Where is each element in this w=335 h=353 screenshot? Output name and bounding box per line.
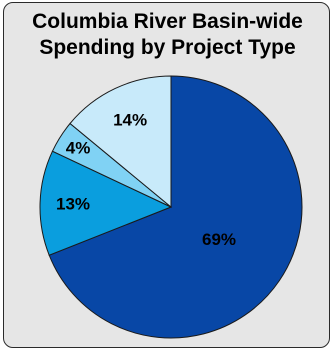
- chart-title-line-2: Spending by Project Type: [39, 36, 296, 59]
- pie-slice-13pct: [39, 150, 173, 256]
- pie-slices: [39, 75, 303, 339]
- chart-title-line-1: Columbia River Basin-wide: [32, 10, 303, 33]
- chart-title: Columbia River Basin-wide Spending by Pr…: [4, 9, 331, 61]
- pie-label-69pct: 69%: [202, 230, 236, 249]
- pie-labels: 69% 13% 4% 14%: [56, 111, 236, 250]
- pie-label-13pct: 13%: [56, 194, 90, 213]
- pie-label-14pct: 14%: [113, 111, 147, 130]
- pie-slice-14pct: [69, 75, 172, 209]
- pie-label-4pct: 4%: [66, 139, 91, 158]
- pie-slice-69pct: [48, 75, 303, 339]
